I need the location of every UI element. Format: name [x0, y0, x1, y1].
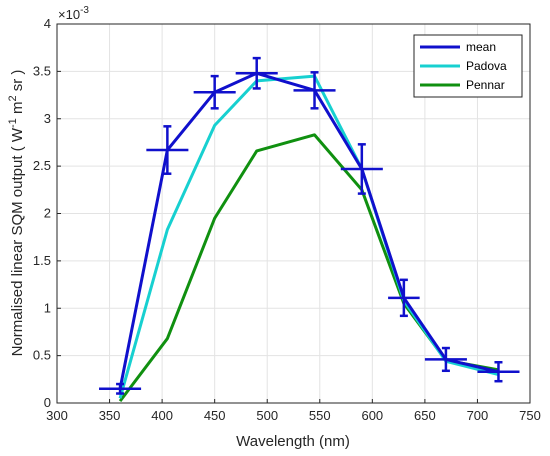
- x-tick-label: 350: [99, 408, 121, 423]
- x-tick-label: 400: [151, 408, 173, 423]
- exponent-base: ×10: [58, 7, 80, 22]
- y-tick-label: 2.5: [33, 158, 51, 173]
- legend-label-padova: Padova: [466, 59, 507, 73]
- y-label-part: sr ): [9, 70, 26, 96]
- x-tick-label: 550: [309, 408, 331, 423]
- y-tick-label: 1.5: [33, 253, 51, 268]
- x-tick-label: 650: [414, 408, 436, 423]
- x-tick-label: 600: [361, 408, 383, 423]
- y-label-superscript: -1: [7, 118, 19, 128]
- y-label-part: m: [9, 102, 26, 119]
- y-label-part: Normalised linear SQM output ( W: [9, 127, 26, 356]
- error-bar: [477, 361, 520, 383]
- error-bar: [424, 346, 467, 373]
- error-bar: [340, 143, 383, 195]
- legend-item-mean: mean: [420, 40, 496, 54]
- error-bar: [193, 74, 236, 110]
- legend: mean Padova Pennar: [413, 34, 523, 98]
- y-axis-ticks: 0 0.5 1 1.5 2 2.5 3 3.5 4: [33, 16, 61, 410]
- y-tick-label: 0.5: [33, 348, 51, 363]
- legend-label-mean: mean: [466, 40, 496, 54]
- error-bar: [146, 125, 189, 175]
- error-bar: [293, 71, 336, 110]
- legend-label-pennar: Pennar: [466, 78, 505, 92]
- x-axis-ticks: 300 350 400 450 500 550 600 650 700 750: [46, 399, 541, 423]
- x-tick-label: 500: [256, 408, 278, 423]
- x-tick-label: 450: [204, 408, 226, 423]
- legend-item-padova: Padova: [420, 59, 507, 73]
- error-bars: [99, 56, 520, 395]
- y-axis-exponent: ×10-3: [58, 5, 89, 22]
- error-bar: [99, 382, 142, 395]
- y-label-superscript: 2: [7, 95, 19, 101]
- legend-item-pennar: Pennar: [420, 78, 505, 92]
- x-axis-label: Wavelength (nm): [236, 433, 350, 450]
- exponent-power: -3: [80, 5, 89, 16]
- y-tick-label: 4: [44, 16, 51, 31]
- x-tick-label: 750: [519, 408, 541, 423]
- y-tick-label: 0: [44, 395, 51, 410]
- y-tick-label: 2: [44, 206, 51, 221]
- x-tick-label: 700: [467, 408, 489, 423]
- y-tick-label: 3: [44, 111, 51, 126]
- y-tick-label: 1: [44, 300, 51, 315]
- y-tick-label: 3.5: [33, 63, 51, 78]
- y-axis-label: Normalised linear SQM output ( W-1 m2 sr…: [7, 70, 26, 357]
- error-bar: [235, 56, 278, 90]
- error-bar: [388, 278, 420, 318]
- x-tick-label: 300: [46, 408, 68, 423]
